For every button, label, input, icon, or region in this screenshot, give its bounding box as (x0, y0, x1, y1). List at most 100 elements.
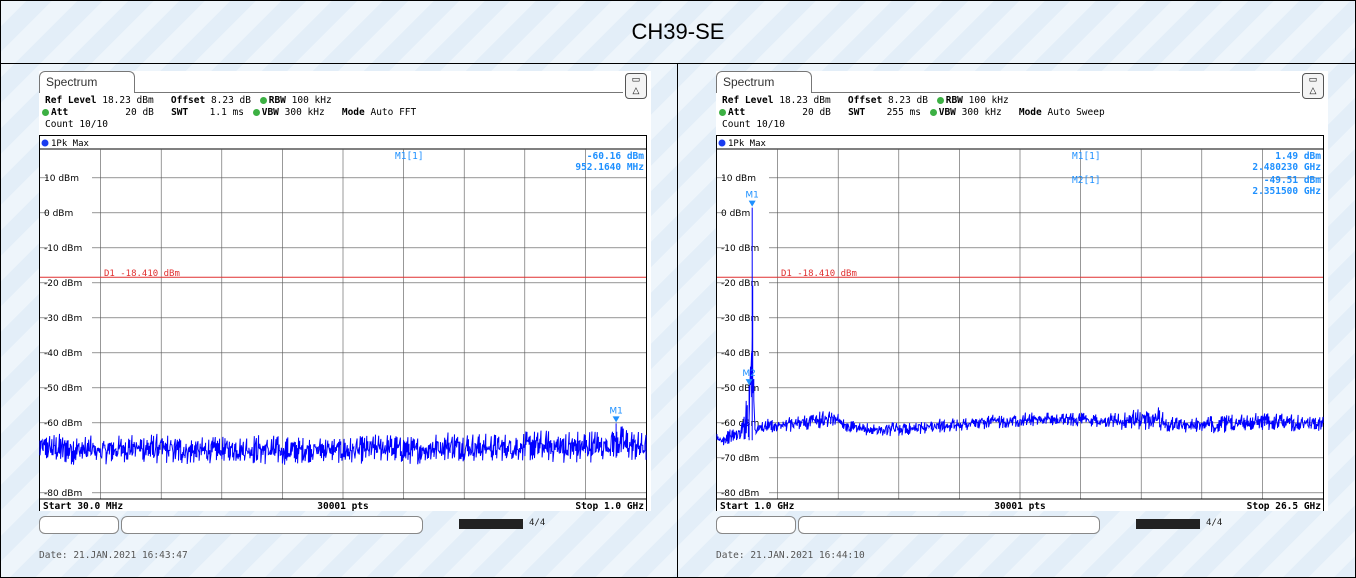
spectrum-panel-right: Spectrum ▭ △ Ref Level 18.23 dBm Offset 8… (678, 64, 1354, 578)
header-row-1: Ref Level 18.23 dBm Offset 8.23 dB RBW 1… (45, 95, 332, 106)
spectrum-trace (716, 207, 1324, 446)
plot-area: 1Pk Max 10 dBm 0 dBm -10 dBm -20 dBm -30 dBm -… (39, 135, 651, 511)
header-row-2: Att 20 dB SWT 1.1 ms VBW 300 kHz Mode Au… (39, 107, 416, 118)
mode-label: Mode (341, 107, 365, 118)
mode-label: Mode (1018, 107, 1042, 118)
y-tick-label: -60 dBm (44, 419, 82, 429)
y-tick-label: -50 dBm (721, 384, 759, 394)
marker-label: M1 (745, 191, 759, 201)
att-label: Att (728, 107, 746, 118)
att-value: 20 dB (802, 107, 831, 118)
status-dot-icon (719, 109, 726, 116)
threshold-label: D1 -18.410 dBm (104, 269, 180, 279)
y-tick-label: 10 dBm (44, 174, 79, 184)
y-tick-label: -80 dBm (721, 489, 759, 499)
marker-readout-level: 1.49 dBm (1275, 151, 1321, 162)
y-tick-label: 0 dBm (721, 209, 750, 219)
marker-triangle-icon (745, 379, 753, 386)
swt-label: SWT (848, 107, 866, 118)
status-message-field (798, 516, 1100, 534)
status-field (716, 516, 796, 534)
y-tick-label: -80 dBm (44, 489, 82, 499)
vbw-label: VBW (938, 107, 956, 118)
offset-label: Offset (847, 95, 883, 106)
spectrum-tab[interactable]: Spectrum (716, 71, 812, 93)
mode-value: Auto Sweep (1047, 107, 1105, 118)
vbw-label: VBW (261, 107, 279, 118)
ref-level-value: 18.23 dBm (102, 95, 154, 106)
marker-readout-frequency: 952.1640 MHz (575, 162, 644, 173)
rbw-value: 100 kHz (291, 95, 332, 106)
marker-label: M1 (609, 406, 623, 416)
swt-value: 255 ms (886, 107, 921, 118)
display-config-icon[interactable]: ▭ △ (1302, 73, 1324, 99)
tab-underline (135, 92, 623, 93)
y-tick-label: -20 dBm (44, 279, 82, 289)
swt-label: SWT (171, 107, 189, 118)
ref-level-value: 18.23 dBm (779, 95, 831, 106)
sweep-points-label: 30001 pts (994, 501, 1045, 511)
progress-indicator (459, 519, 523, 529)
panel-divider (677, 64, 678, 578)
stop-frequency-label: Stop 26.5 GHz (1247, 501, 1322, 511)
tab-underline (812, 92, 1300, 93)
y-tick-label: -40 dBm (44, 349, 82, 359)
sweep-points-label: 30001 pts (317, 501, 368, 511)
trace-label: 1Pk Max (51, 139, 90, 149)
start-frequency-label: Start 30.0 MHz (43, 501, 123, 511)
status-field (39, 516, 119, 534)
status-message-field (121, 516, 423, 534)
spectrum-trace (39, 423, 647, 465)
marker-label: M2 (742, 369, 756, 379)
marker-triangle-icon (748, 200, 756, 207)
y-tick-label: -10 dBm (721, 244, 759, 254)
swt-value: 1.1 ms (209, 107, 244, 118)
offset-value: 8.23 dB (210, 95, 251, 106)
ref-level-label: Ref Level (722, 95, 774, 106)
att-value: 20 dB (125, 107, 154, 118)
date-stamp: Date: 21.JAN.2021 16:44:10 (716, 550, 865, 561)
status-dot-icon (259, 97, 267, 104)
status-count: 4/4 (1206, 518, 1223, 528)
figure-title: CH39-SE (1, 1, 1355, 64)
marker-readout-name: M1[1] (395, 151, 424, 162)
y-tick-label: -10 dBm (44, 244, 82, 254)
status-dot-icon (252, 109, 260, 116)
y-tick-label: -20 dBm (721, 279, 759, 289)
rbw-label: RBW (268, 95, 286, 106)
marker-readout-level: -49.51 dBm (1264, 175, 1321, 186)
spectrum-panel-left: Spectrum ▭ △ Ref Level 18.23 dBm Offset 8… (1, 64, 677, 578)
trace-dot-icon (718, 139, 726, 147)
trace-dot-icon (41, 139, 49, 147)
offset-label: Offset (170, 95, 206, 106)
progress-indicator (1136, 519, 1200, 529)
marker-readout-name: M1[1] (1072, 151, 1101, 162)
status-count: 4/4 (529, 518, 546, 528)
start-frequency-label: Start 1.0 GHz (720, 501, 795, 511)
plot-area: 1Pk Max 10 dBm 0 dBm -10 dBm -20 dBm -30 dBm -… (716, 135, 1328, 511)
display-config-icon[interactable]: ▭ △ (625, 73, 647, 99)
att-label: Att (51, 107, 69, 118)
vbw-value: 300 kHz (961, 107, 1002, 118)
y-tick-label: -60 dBm (721, 419, 759, 429)
status-dot-icon (42, 109, 49, 116)
status-dot-icon (929, 109, 937, 116)
vbw-value: 300 kHz (284, 107, 325, 118)
status-dot-icon (936, 97, 944, 104)
spectrum-plot: 1Pk Max 10 dBm 0 dBm -10 dBm -20 dBm -30 dBm -… (716, 135, 1324, 511)
offset-value: 8.23 dB (887, 95, 928, 106)
stop-frequency-label: Stop 1.0 GHz (575, 501, 644, 511)
count-label: Count 10/10 (45, 119, 108, 130)
threshold-label: D1 -18.410 dBm (781, 269, 857, 279)
ref-level-label: Ref Level (45, 95, 97, 106)
status-bar: 4/4 (39, 516, 651, 534)
rbw-value: 100 kHz (968, 95, 1009, 106)
y-tick-label: 0 dBm (44, 209, 73, 219)
spectrum-plot: 1Pk Max 10 dBm 0 dBm -10 dBm -20 dBm -30 dBm -… (39, 135, 647, 511)
y-tick-label: -30 dBm (721, 314, 759, 324)
date-stamp: Date: 21.JAN.2021 16:43:47 (39, 550, 188, 561)
y-tick-label: -70 dBm (721, 454, 759, 464)
spectrum-tab[interactable]: Spectrum (39, 71, 135, 93)
count-label: Count 10/10 (722, 119, 785, 130)
